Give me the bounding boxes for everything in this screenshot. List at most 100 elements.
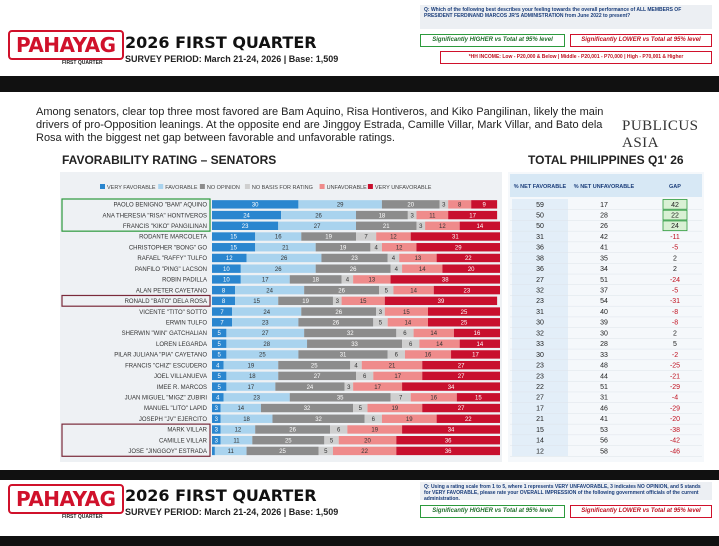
senator-name: CAMILLE VILLAR xyxy=(159,438,208,444)
segment-label: 12 xyxy=(396,245,403,251)
bar-segment xyxy=(433,285,500,295)
segment-label: 26 xyxy=(281,256,288,262)
segment-label: 29 xyxy=(455,245,462,251)
paragraph: Among senators, clear top three most fav… xyxy=(36,106,604,144)
bar-segment xyxy=(255,243,316,252)
segment-label: 14 xyxy=(476,342,483,348)
gap-highlight xyxy=(662,209,688,221)
bar-segment xyxy=(428,307,500,316)
segment-label: 14 xyxy=(436,342,443,348)
bar-segment xyxy=(390,264,403,273)
segment-label: 20 xyxy=(364,438,371,444)
bar-segment xyxy=(448,210,498,220)
bar-segment xyxy=(402,339,420,348)
bar-segment xyxy=(459,339,500,348)
bar-segment xyxy=(212,232,256,241)
bar-segment xyxy=(396,328,414,338)
segment-label: 18 xyxy=(379,213,386,219)
bar-segment xyxy=(223,393,290,402)
segment-label: 32 xyxy=(315,417,322,423)
table-cell: -8 xyxy=(672,309,678,316)
bar-segment xyxy=(373,371,423,381)
segment-label: 5 xyxy=(218,353,222,359)
bar-segment xyxy=(367,403,423,413)
bar-segment xyxy=(439,200,449,209)
highlight-frame xyxy=(61,423,211,457)
segment-label: 12 xyxy=(235,428,242,434)
senator-name: PAOLO BENIGNO "BAM" AQUINO xyxy=(113,203,207,209)
legend-swatch xyxy=(199,184,205,189)
segment-label: 15 xyxy=(475,396,482,402)
segment-label: 26 xyxy=(315,213,322,219)
bar-segment xyxy=(212,210,282,220)
segment-label: 31 xyxy=(340,353,347,359)
segment-label: 27 xyxy=(458,406,465,412)
legend-label: NO BASIS FOR RATING xyxy=(252,185,313,191)
bar-segment xyxy=(304,285,380,295)
segment-label: 14 xyxy=(419,267,426,273)
segment-label: 15 xyxy=(360,299,367,305)
segment-label: 17 xyxy=(248,385,255,391)
bar-segment xyxy=(289,393,391,402)
segment-label: 11 xyxy=(228,449,235,455)
segment-label: 23 xyxy=(253,396,260,402)
table-cell: -42 xyxy=(670,438,680,445)
segment-label: 3 xyxy=(410,213,414,219)
segment-label: 14 xyxy=(430,331,437,337)
segment-label: 4 xyxy=(216,363,220,369)
bar-segment xyxy=(272,414,365,423)
table-cell: 14 xyxy=(536,438,544,445)
bar-segment xyxy=(212,275,241,284)
segment-label: 21 xyxy=(282,245,289,251)
segment-label: 25 xyxy=(461,310,468,316)
segment-label: 3 xyxy=(379,310,383,316)
table-cell: 44 xyxy=(600,373,608,380)
bar-segment xyxy=(453,328,500,338)
table-cell: 17 xyxy=(600,202,608,209)
bar-segment xyxy=(324,436,339,445)
table-cell: 37 xyxy=(600,288,608,295)
segment-label: 23 xyxy=(242,224,249,230)
bar-segment xyxy=(304,328,397,338)
bar-segment xyxy=(332,296,342,306)
senator-name: IMEE R. MARCOS xyxy=(157,385,207,391)
lower-legend: Significantly LOWER vs Total at 95% leve… xyxy=(570,34,712,47)
table-cell: -24 xyxy=(670,277,680,284)
segment-label: 5 xyxy=(330,438,334,444)
table-cell: 56 xyxy=(600,438,608,445)
table-cell: -20 xyxy=(670,416,680,423)
bar-segment xyxy=(315,264,391,273)
bar-segment xyxy=(344,382,354,391)
table-cell: 33 xyxy=(536,341,544,348)
segment-label: 5 xyxy=(218,331,222,337)
segment-label: 12 xyxy=(439,224,446,230)
bar-segment xyxy=(381,200,440,209)
senator-name: FRANCIS "KIKO" PANGILINAN xyxy=(123,224,207,230)
segment-label: 12 xyxy=(226,256,233,262)
bar-segment xyxy=(407,210,417,220)
segment-label: 19 xyxy=(371,428,378,434)
bar-segment xyxy=(402,382,500,391)
footer-logo-sub: FIRST QUARTER xyxy=(62,514,103,520)
bar-segment xyxy=(226,350,299,359)
segment-label: 5 xyxy=(359,406,363,412)
bar-segment xyxy=(212,339,227,348)
senator-name: MARK VILLAR xyxy=(167,428,207,434)
bar-segment xyxy=(353,275,391,284)
bar-segment xyxy=(373,318,388,327)
segment-label: 34 xyxy=(448,428,455,434)
segment-label: 23 xyxy=(464,288,471,294)
bar-segment xyxy=(341,296,385,306)
table-cell: 26 xyxy=(600,223,608,230)
bar-segment xyxy=(442,264,500,273)
bar-segment xyxy=(399,253,437,263)
segment-label: 9 xyxy=(482,203,486,209)
legend-label: VERY UNFAVORABLE xyxy=(375,185,432,191)
bar-segment xyxy=(321,253,388,263)
bar-segment xyxy=(347,425,403,434)
senator-name: JOEL VILLANUEVA xyxy=(154,374,207,380)
legend-swatch xyxy=(244,184,250,189)
footer-survey: SURVEY PERIOD: March 21-24, 2026 | Base:… xyxy=(125,507,339,517)
legend-label: NO OPINION xyxy=(207,185,240,191)
